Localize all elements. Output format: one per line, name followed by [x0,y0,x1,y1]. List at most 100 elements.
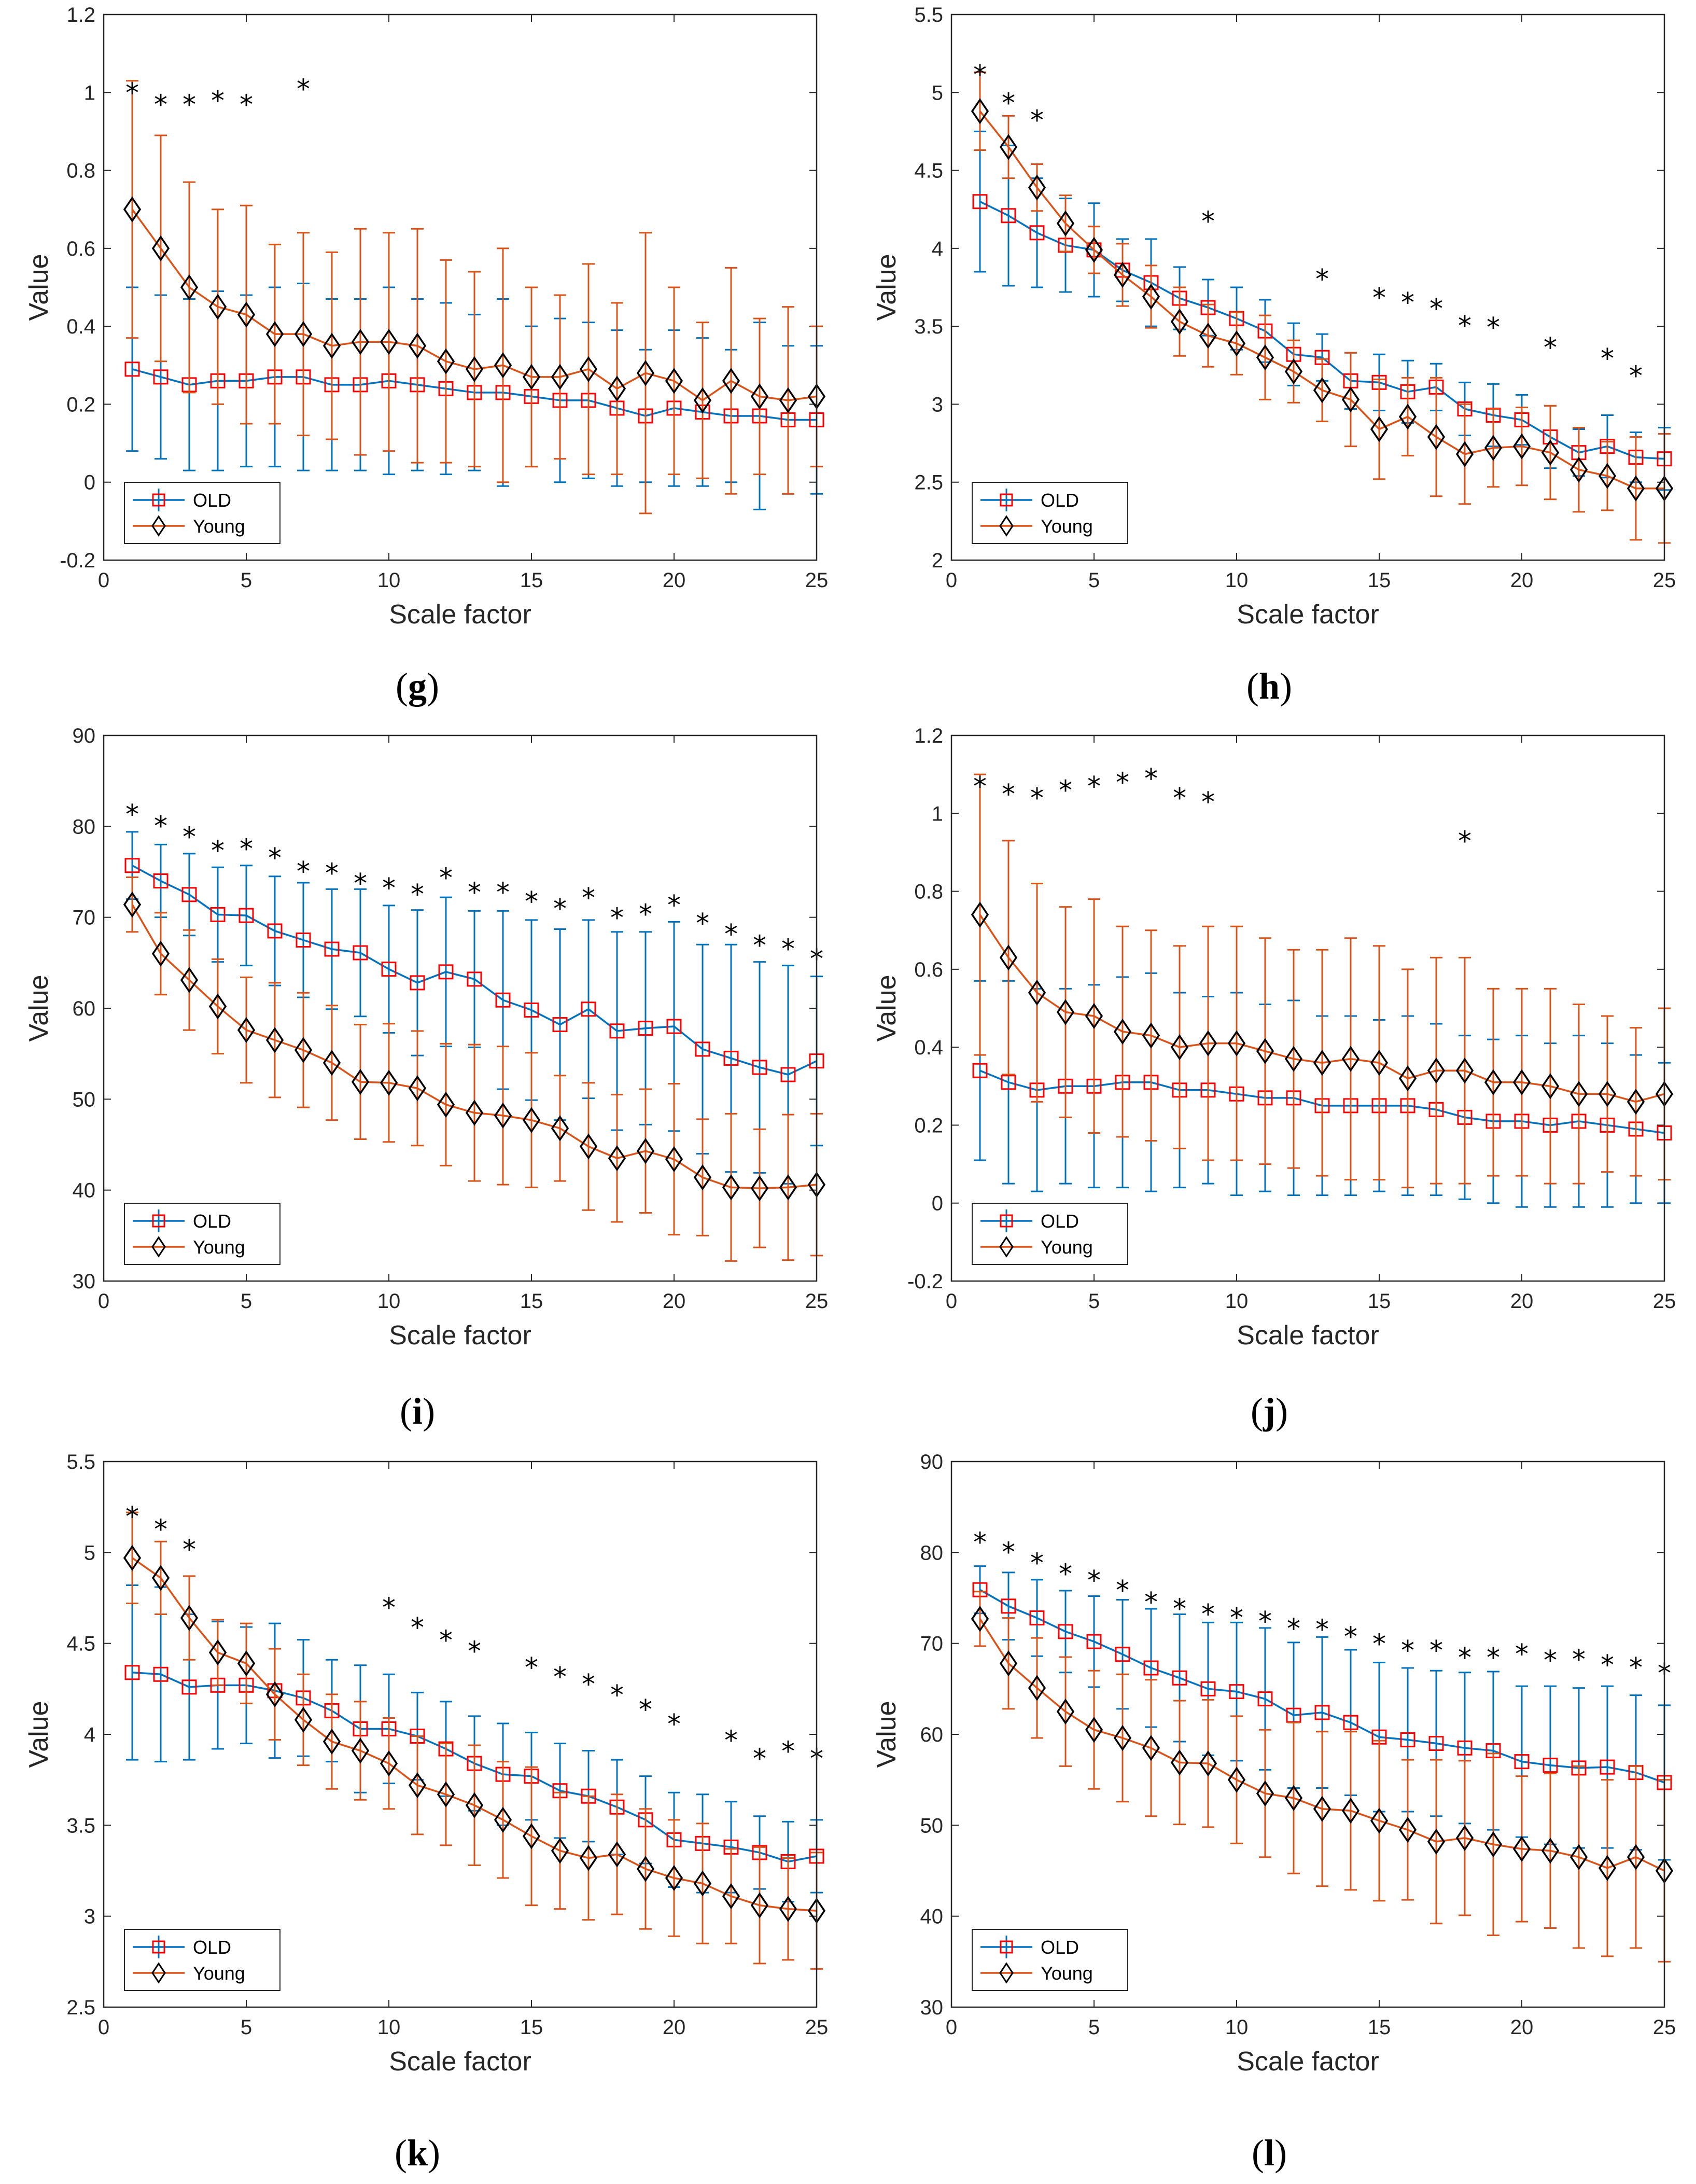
data-point [1029,225,1045,241]
data-point [1370,1807,1389,1834]
x-axis-title: Scale factor [1237,1320,1379,1351]
series-young [971,71,1674,544]
data-point [999,134,1018,160]
data-point [1370,416,1389,442]
significance-star: * [1372,1629,1386,1660]
data-point [1256,1780,1274,1807]
data-point [723,1050,739,1066]
data-point [1199,1750,1217,1777]
y-tick-label: 4.5 [914,160,943,183]
data-point [1200,1681,1216,1696]
data-point [1227,330,1246,357]
data-point [971,1606,989,1632]
plot-frame [103,1460,818,2008]
data-point [1341,1798,1360,1824]
significance-star: * [1030,783,1044,814]
data-point [151,940,170,967]
data-point [1227,1766,1246,1793]
y-tick-label: 0.4 [914,1036,943,1059]
x-tick-label: 5 [241,2016,252,2039]
x-tick-label: 0 [946,1290,957,1313]
plot-frame [950,13,1665,561]
y-tick-label: 2.5 [914,471,943,494]
panel-i: 0 5 10 15 20 25 30 40 50 60 70 80 90 Scale factor Valu… [0,721,848,1447]
legend: OLD Young [972,1929,1128,1991]
legend-marker [151,1962,166,1984]
significance-star: * [125,1501,139,1533]
data-point [237,1017,256,1044]
series-line [979,110,1664,490]
data-point [693,1870,712,1897]
data-point [638,1021,653,1036]
significance-star: * [582,1669,595,1700]
data-point [1256,344,1274,371]
data-point [294,1706,313,1733]
data-point [780,1067,796,1082]
data-point [1172,1670,1187,1686]
data-point [1600,1759,1615,1775]
data-point [1400,1732,1415,1748]
data-point [665,1146,683,1173]
significance-star: * [1030,105,1044,136]
data-point [1343,1715,1358,1730]
x-tick-label: 20 [1510,569,1534,592]
significance-star: * [553,1662,567,1693]
legend-label: OLD [1041,1937,1079,1958]
data-point [323,1728,341,1755]
significance-star: * [1201,787,1215,818]
significance-star: * [154,1514,167,1546]
data-point [494,1102,512,1129]
y-tick-label: 70 [920,1633,944,1656]
significance-star: * [724,919,738,950]
data-point [1427,424,1446,450]
data-point [1142,283,1160,310]
legend-label: Young [1041,1236,1093,1258]
panel-j: 0 5 10 15 20 25 -0.2 0 0.2 0.4 0.6 0.8 1 1.2 Scale fac… [848,721,1696,1447]
data-point [1113,1724,1132,1751]
data-point [1598,463,1617,489]
series-line [979,1589,1665,1784]
y-tick-label: 1 [84,81,95,104]
x-tick-label: 20 [663,1290,686,1313]
data-point [1143,1660,1159,1676]
significance-star: * [1002,88,1015,119]
panel-g: 0 5 10 15 20 25 -0.2 0 0.2 0.4 0.6 0.8 1 1.2 Scale fac… [0,0,848,721]
data-point [693,1164,712,1191]
significance-star: * [1173,1593,1186,1624]
data-point [665,368,683,394]
significance-star: * [667,1709,681,1740]
x-tick-label: 5 [1088,569,1100,592]
series-line [131,904,817,1189]
y-axis-title: Value [872,1701,902,1768]
data-point [722,1883,740,1910]
legend: OLD Young [972,1203,1128,1265]
chart-k: 0 5 10 15 20 25 2.5 3 3.5 4 4.5 5 5.5 Scale factor Val… [24,1451,828,2077]
data-point [151,235,170,261]
significance-star: * [1059,1559,1072,1590]
series-young [123,877,826,1262]
data-point [124,1665,140,1680]
significance-star: * [1201,1599,1215,1630]
plot-area [951,15,1664,560]
y-tick-label: 4 [932,238,943,260]
y-tick-label: 0.4 [66,315,95,338]
legend: OLD Young [972,482,1128,544]
plot-area [104,735,817,1281]
data-point [124,858,140,873]
significance-star: * [610,903,624,934]
x-tick-label: 25 [1653,2016,1676,2039]
chart-h: 0 5 10 15 20 25 2 2.5 3 3.5 4 4.5 5 5.5 Scale factor Va… [872,4,1676,630]
significance-star: * [183,1534,196,1565]
data-point [999,1650,1018,1677]
x-tick-label: 25 [805,569,829,592]
y-tick-label: 5.5 [66,1451,95,1473]
legend-marker [1000,493,1013,507]
legend-marker [152,1940,165,1954]
panel-k: 0 5 10 15 20 25 2.5 3 3.5 4 4.5 5 5.5 Scale factor Val… [0,1447,848,2184]
data-point [1028,1675,1046,1701]
legend-label: Young [1041,516,1093,537]
x-tick-label: 5 [1088,2016,1100,2039]
x-tick-label: 20 [1510,2016,1534,2039]
significance-star: * [1287,1613,1300,1645]
